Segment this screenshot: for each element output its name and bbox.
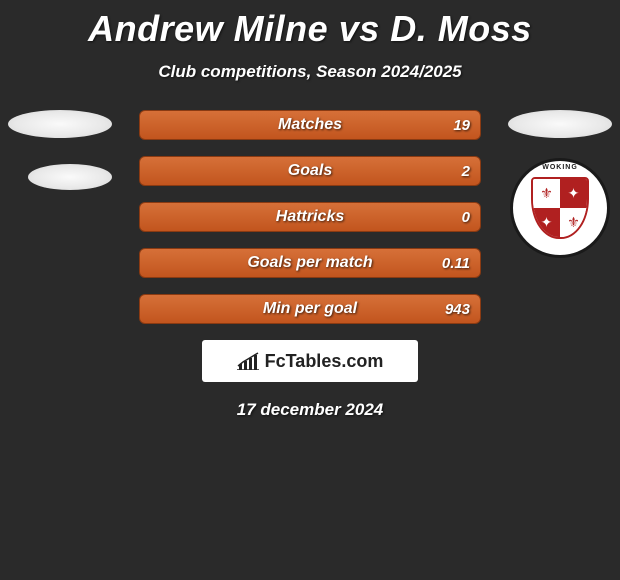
subtitle: Club competitions, Season 2024/2025	[0, 62, 620, 82]
stat-label: Hattricks	[276, 208, 344, 226]
stats-area: WOKING ⚜ ✦ ✦ ⚜ Matches 19 Goals 2 Hattri…	[0, 110, 620, 420]
vs-label: vs	[339, 8, 380, 49]
brand-text: FcTables.com	[265, 351, 384, 372]
crest-ring-text: WOKING	[513, 164, 607, 171]
stat-row-mpg: Min per goal 943	[139, 294, 481, 324]
player1-name: Andrew Milne	[88, 8, 328, 49]
brand-chart-icon	[237, 352, 259, 370]
stat-value-right: 2	[462, 163, 470, 180]
stat-value-right: 943	[445, 301, 470, 318]
page-title: Andrew Milne vs D. Moss	[0, 0, 620, 50]
stat-row-goals: Goals 2	[139, 156, 481, 186]
stat-row-matches: Matches 19	[139, 110, 481, 140]
stat-row-gpm: Goals per match 0.11	[139, 248, 481, 278]
crest-q1: ⚜	[533, 179, 560, 208]
date-label: 17 december 2024	[0, 400, 620, 420]
player1-club-placeholder	[28, 164, 112, 190]
stat-label: Goals per match	[247, 254, 372, 272]
brand-badge: FcTables.com	[202, 340, 418, 382]
stat-row-hattricks: Hattricks 0	[139, 202, 481, 232]
player2-club-crest: WOKING ⚜ ✦ ✦ ⚜	[510, 158, 610, 258]
stat-label: Matches	[278, 116, 342, 134]
crest-shield: ⚜ ✦ ✦ ⚜	[531, 177, 589, 239]
player2-name: D. Moss	[390, 8, 532, 49]
stat-label: Min per goal	[263, 300, 357, 318]
stat-value-right: 0.11	[442, 255, 470, 272]
stat-value-right: 0	[462, 209, 470, 226]
comparison-infographic: Andrew Milne vs D. Moss Club competition…	[0, 0, 620, 580]
stat-label: Goals	[288, 162, 332, 180]
player1-photo-placeholder	[8, 110, 112, 138]
crest-q4: ⚜	[560, 208, 587, 237]
player2-photo-placeholder	[508, 110, 612, 138]
crest-q3: ✦	[533, 208, 560, 237]
crest-q2: ✦	[560, 179, 587, 208]
stat-bars: Matches 19 Goals 2 Hattricks 0 Goals per…	[139, 110, 481, 324]
stat-value-right: 19	[453, 117, 470, 134]
